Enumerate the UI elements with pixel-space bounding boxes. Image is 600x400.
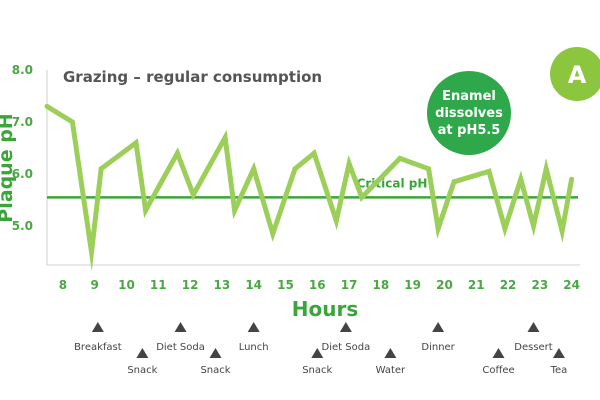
ph-data-point [311,150,317,156]
x-tick-label: 19 [404,278,421,292]
event-label: Breakfast [74,342,122,353]
event-label: Coffee [482,365,514,376]
event-label: Dessert [514,342,553,353]
ph-data-point [486,168,492,174]
ph-data-point [518,176,524,182]
event-label: Dinner [421,342,455,353]
x-tick-label: 20 [436,278,453,292]
ph-data-point [530,223,536,229]
event-label: Snack [302,365,332,376]
y-tick-label: 7.0 [12,115,33,129]
ph-data-point [292,166,298,172]
ph-data-point [133,140,139,146]
x-tick-label: 23 [531,278,548,292]
ph-data-point [435,226,441,232]
x-tick-label: 11 [150,278,167,292]
x-tick-label: 16 [309,278,326,292]
event-marker-triangle [432,322,445,332]
y-tick-label: 5.0 [12,219,33,233]
ph-data-point [69,119,75,125]
event-label: Water [376,365,406,376]
event-marker-triangle [209,348,222,358]
x-tick-label: 10 [118,278,135,292]
event-marker-triangle [247,322,260,332]
ph-data-point [222,135,228,141]
y-tick-label: 6.0 [12,167,33,181]
panel-badge-circle [550,47,600,101]
event-label: Snack [200,365,230,376]
chart-title: Grazing – regular consumption [63,68,322,86]
event-label: Diet Soda [156,342,205,353]
event-label: Lunch [239,342,269,353]
event-marker-triangle [492,348,505,358]
ph-data-point [502,226,508,232]
ph-data-point [559,228,565,234]
ph-data-point [98,166,104,172]
ph-data-point [397,155,403,161]
enamel-annotation-line-1: Enamel [442,89,496,104]
event-label: Tea [550,365,568,376]
ph-data-point [543,166,549,172]
event-marker-triangle [174,322,187,332]
ph-data-point [174,150,180,156]
x-tick-label: 12 [182,278,199,292]
ph-data-point [143,207,149,213]
y-tick-label: 8.0 [12,63,33,77]
ph-data-point [346,161,352,167]
ph-data-point [426,166,432,172]
ph-data-point [359,194,365,200]
x-axis-label: Hours [292,297,358,321]
event-label: Snack [127,365,157,376]
x-tick-label: 8 [59,278,67,292]
ph-data-point [89,249,95,255]
x-tick-label: 21 [468,278,485,292]
y-axis-label: Plaque pH [0,113,17,222]
enamel-annotation-line-2: dissolves [435,106,503,121]
ph-data-point [232,207,238,213]
ph-series-line [45,104,575,272]
x-tick-label: 17 [341,278,358,292]
ph-data-point [44,103,50,109]
ph-data-point [190,192,196,198]
x-tick-label: 14 [245,278,262,292]
event-marker-triangle [136,348,149,358]
x-tick-label: 9 [91,278,99,292]
enamel-annotation-line-3: at pH5.5 [438,123,501,138]
event-marker-triangle [91,322,104,332]
ph-data-point [270,231,276,237]
x-tick-label: 13 [214,278,231,292]
x-tick-label: 22 [500,278,517,292]
x-tick-label: 18 [373,278,390,292]
ph-data-point [251,166,257,172]
event-marker-triangle [552,348,565,358]
event-marker-triangle [339,322,352,332]
event-marker-triangle [527,322,540,332]
panel-badge-label: A [568,61,587,89]
event-marker-triangle [311,348,324,358]
ph-data-point [569,176,575,182]
event-marker-triangle [384,348,397,358]
enamel-annotation-circle [427,71,511,155]
event-label: Diet Soda [322,342,371,353]
ph-data-point [333,218,339,224]
ph-data-point [451,179,457,185]
x-tick-label: 15 [277,278,294,292]
x-tick-label: 24 [563,278,580,292]
